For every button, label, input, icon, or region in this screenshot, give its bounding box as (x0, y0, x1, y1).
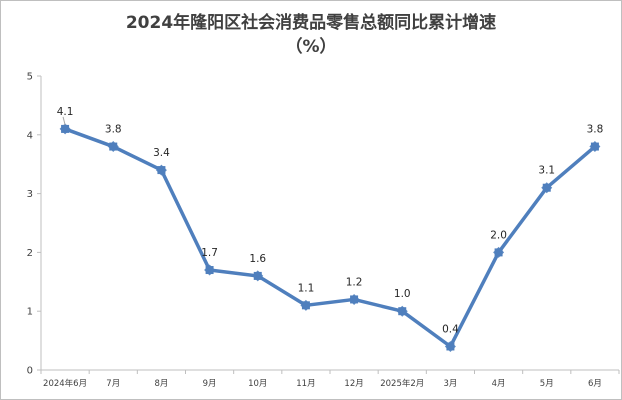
x-tick-label: 2024年6月 (43, 378, 87, 389)
x-tick-label: 7月 (106, 379, 120, 389)
data-point-marker (107, 141, 119, 153)
data-label: 2.0 (490, 229, 507, 241)
x-tick-label: 12月 (344, 379, 363, 389)
data-label: 3.8 (587, 124, 604, 136)
y-tick-label: 3 (27, 189, 33, 200)
series-line (64, 127, 597, 349)
x-tick-label: 5月 (540, 379, 554, 389)
x-tick-label: 6月 (588, 379, 602, 389)
y-tick-label: 1 (27, 307, 33, 318)
x-tick-label: 11月 (296, 379, 315, 389)
data-point-marker (252, 270, 264, 282)
x-tick-label: 2025年2月 (380, 378, 424, 389)
data-point-marker (444, 340, 456, 352)
x-tick-label: 4月 (492, 379, 506, 389)
data-point-marker (155, 164, 167, 176)
data-point-marker (541, 182, 553, 194)
data-label: 3.1 (538, 165, 555, 177)
data-label: 1.0 (394, 288, 411, 300)
data-label: 0.4 (442, 323, 459, 335)
data-point-marker (396, 305, 408, 317)
data-point-marker (348, 293, 360, 305)
chart-title-block: 2024年隆阳区社会消费品零售总额同比累计增速 （%） (1, 11, 621, 59)
y-tick-label: 4 (27, 130, 33, 141)
y-tick-label: 2 (27, 248, 33, 259)
data-label: 1.1 (298, 282, 315, 294)
data-point-marker (493, 246, 505, 258)
chart-title: 2024年隆阳区社会消费品零售总额同比累计增速 (125, 13, 497, 33)
data-point-marker (589, 141, 601, 153)
data-label: 3.4 (153, 147, 170, 159)
x-tick-label: 9月 (203, 379, 217, 389)
data-label-leader (62, 116, 66, 126)
data-label: 4.1 (57, 106, 74, 118)
x-tick-label: 10月 (248, 379, 267, 389)
data-label: 1.7 (201, 247, 218, 259)
data-label: 1.2 (346, 276, 363, 288)
x-tick-label: 8月 (154, 379, 168, 389)
data-label: 1.6 (249, 253, 266, 265)
data-label: 3.8 (105, 124, 122, 136)
y-tick-label: 5 (27, 72, 33, 83)
x-tick-label: 3月 (443, 379, 457, 389)
chart-subtitle: （%） (285, 37, 337, 57)
data-point-marker (300, 299, 312, 311)
data-point-marker (59, 123, 71, 135)
data-point-marker (204, 264, 216, 276)
y-tick-label: 0 (27, 366, 33, 377)
